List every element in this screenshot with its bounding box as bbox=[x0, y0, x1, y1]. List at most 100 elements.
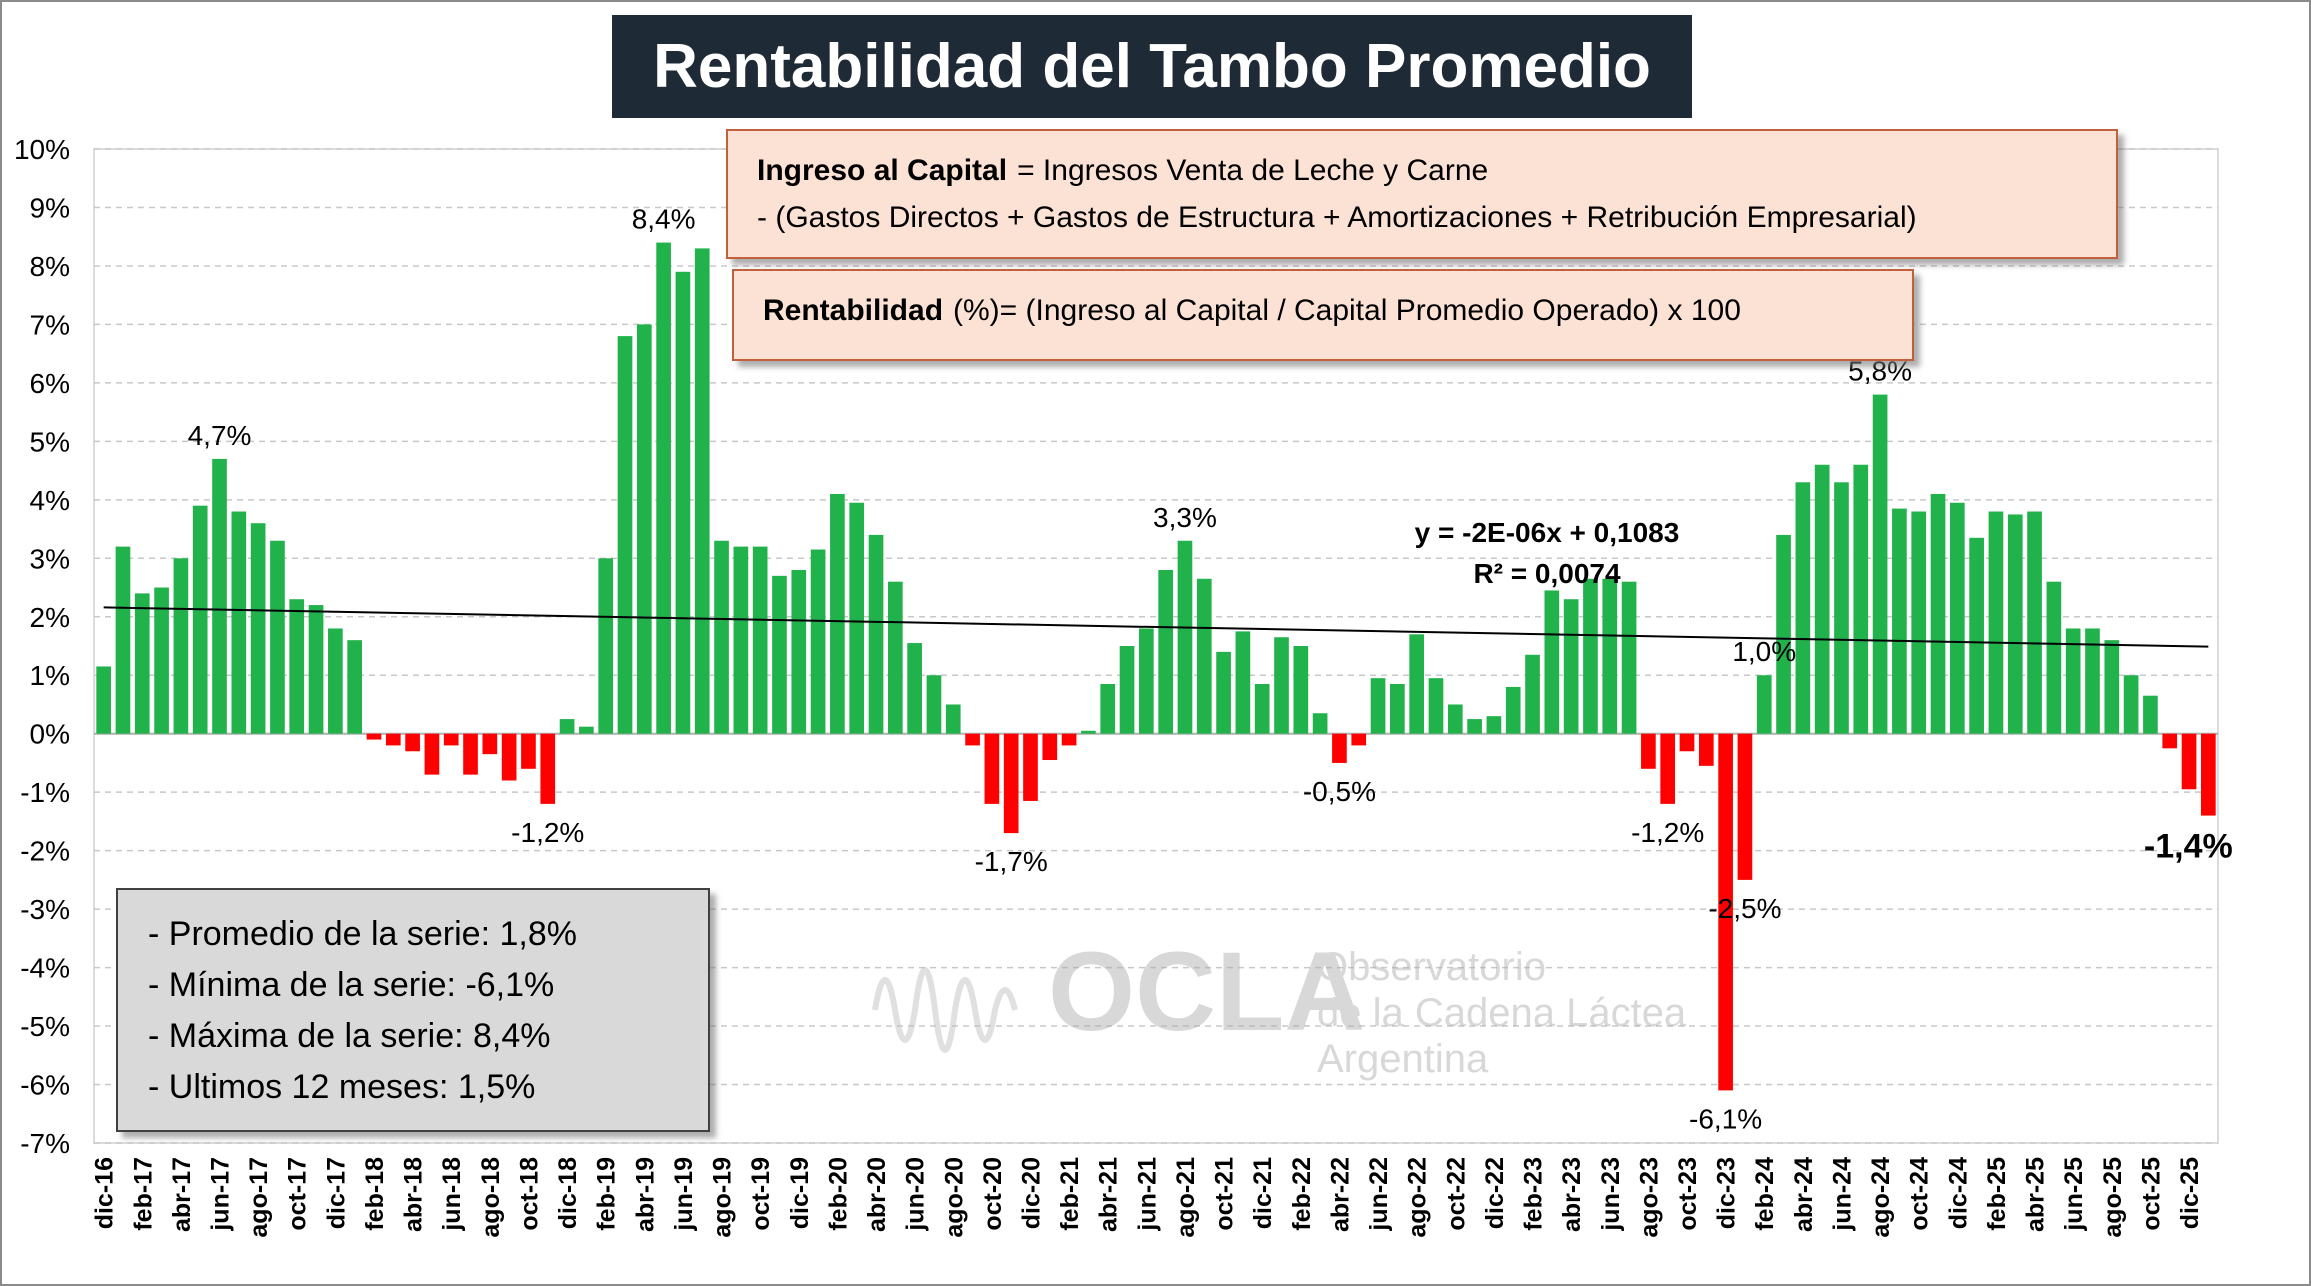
bar bbox=[463, 733, 478, 775]
x-tick-label: dic-20 bbox=[1017, 1157, 1045, 1229]
stats-box bbox=[116, 888, 710, 1132]
bar bbox=[752, 546, 768, 734]
bar bbox=[598, 558, 614, 734]
bar bbox=[1390, 684, 1405, 734]
bar bbox=[173, 558, 189, 734]
x-tick-label: feb-24 bbox=[1751, 1157, 1779, 1231]
data-label: -1,2% bbox=[511, 817, 584, 848]
x-tick-label: feb-20 bbox=[824, 1157, 852, 1231]
x-tick-label: oct-25 bbox=[2137, 1157, 2165, 1231]
bar bbox=[2123, 675, 2139, 734]
bar bbox=[559, 719, 575, 734]
bar bbox=[212, 458, 227, 734]
bar bbox=[965, 733, 980, 746]
bar bbox=[192, 505, 208, 734]
bar bbox=[540, 733, 556, 804]
x-tick-label: dic-16 bbox=[91, 1157, 119, 1229]
watermark: OCLA Observatorio de la Cadena Láctea Ar… bbox=[872, 929, 1687, 1081]
x-tick-label: jun-20 bbox=[902, 1157, 930, 1232]
bar bbox=[308, 605, 324, 734]
x-tick-label: ago-21 bbox=[1172, 1157, 1200, 1238]
x-tick-label: ago-22 bbox=[1404, 1157, 1432, 1238]
x-tick-label: jun-24 bbox=[1828, 1157, 1856, 1232]
bar bbox=[1679, 733, 1695, 752]
bar bbox=[2181, 733, 2197, 790]
y-tick-label: 9% bbox=[30, 192, 70, 223]
formula-term: = Ingresos Venta de Leche y Carne bbox=[1017, 154, 1488, 187]
y-tick-label: 8% bbox=[30, 251, 70, 282]
formula-box bbox=[732, 269, 1914, 361]
bar bbox=[868, 534, 884, 734]
bar bbox=[1216, 651, 1231, 734]
x-tick-label: ago-24 bbox=[1867, 1157, 1895, 1238]
x-tick-label: oct-20 bbox=[979, 1157, 1007, 1231]
bar bbox=[791, 569, 807, 734]
bar bbox=[849, 502, 865, 734]
bar bbox=[1293, 646, 1309, 734]
y-tick-label: -2% bbox=[20, 836, 70, 867]
bar bbox=[1583, 578, 1598, 734]
x-tick-label: abr-22 bbox=[1326, 1157, 1354, 1232]
bar bbox=[1756, 675, 1772, 734]
formula-line: Rentabilidad (%)= (Ingreso al Capital / C… bbox=[763, 294, 1741, 327]
bar bbox=[347, 640, 363, 734]
x-tick-label: abr-18 bbox=[400, 1157, 428, 1232]
x-tick-label: jun-18 bbox=[438, 1157, 466, 1232]
bar bbox=[810, 549, 826, 734]
x-tick-label: ago-23 bbox=[1635, 1157, 1663, 1238]
bar bbox=[328, 628, 343, 734]
x-tick-label: feb-22 bbox=[1288, 1157, 1316, 1231]
bar bbox=[2046, 581, 2062, 734]
bar bbox=[617, 336, 633, 734]
bar bbox=[1235, 631, 1251, 734]
bar bbox=[482, 733, 498, 755]
x-tick-label: dic-25 bbox=[2176, 1157, 2204, 1229]
x-tick-label: ago-25 bbox=[2099, 1157, 2127, 1238]
watermark-wave bbox=[872, 967, 1018, 1053]
bar bbox=[945, 704, 961, 734]
y-tick-label: 0% bbox=[30, 719, 70, 750]
bar bbox=[1660, 733, 1676, 804]
bar bbox=[733, 546, 749, 734]
y-tick-label: -6% bbox=[20, 1070, 70, 1101]
y-tick-label: -4% bbox=[20, 953, 70, 984]
bar bbox=[501, 733, 517, 781]
x-tick-label: feb-21 bbox=[1056, 1157, 1084, 1231]
bar bbox=[2201, 733, 2216, 816]
y-tick-label: 1% bbox=[30, 660, 70, 691]
x-tick-label: oct-24 bbox=[1906, 1157, 1934, 1231]
bar bbox=[1834, 482, 1849, 734]
bar bbox=[1563, 599, 1579, 734]
bar bbox=[1467, 719, 1482, 734]
x-tick-label: abr-21 bbox=[1095, 1157, 1123, 1232]
x-tick-label: dic-17 bbox=[322, 1157, 350, 1229]
bar bbox=[115, 546, 131, 734]
x-tick-label: ago-20 bbox=[940, 1157, 968, 1238]
bar bbox=[1351, 733, 1367, 746]
x-tick-label: abr-17 bbox=[168, 1157, 196, 1232]
bar bbox=[772, 575, 787, 734]
x-tick-label: dic-19 bbox=[786, 1157, 814, 1229]
y-tick-label: 5% bbox=[30, 426, 70, 457]
bar bbox=[1718, 733, 1733, 1091]
data-label: -2,5% bbox=[1708, 893, 1781, 924]
x-tick-label: jun-25 bbox=[2060, 1157, 2088, 1232]
bar bbox=[1254, 684, 1270, 734]
x-tick-label: feb-25 bbox=[1983, 1157, 2011, 1231]
bar bbox=[1486, 716, 1502, 734]
x-tick-label: abr-20 bbox=[863, 1157, 891, 1232]
bar bbox=[366, 733, 382, 740]
bar bbox=[1061, 733, 1077, 746]
x-tick-label: dic-21 bbox=[1249, 1157, 1277, 1229]
x-tick-label: oct-21 bbox=[1211, 1157, 1239, 1231]
bar bbox=[1969, 537, 1984, 734]
y-tick-label: 7% bbox=[30, 309, 70, 340]
formula-term: Rentabilidad bbox=[763, 294, 943, 327]
bar bbox=[289, 599, 305, 734]
x-tick-label: ago-19 bbox=[709, 1157, 737, 1238]
bar bbox=[2007, 514, 2023, 734]
bar bbox=[1930, 493, 1946, 734]
bar bbox=[2027, 511, 2042, 734]
x-tick-label: feb-23 bbox=[1520, 1157, 1548, 1231]
data-label: 1,0% bbox=[1732, 636, 1796, 667]
